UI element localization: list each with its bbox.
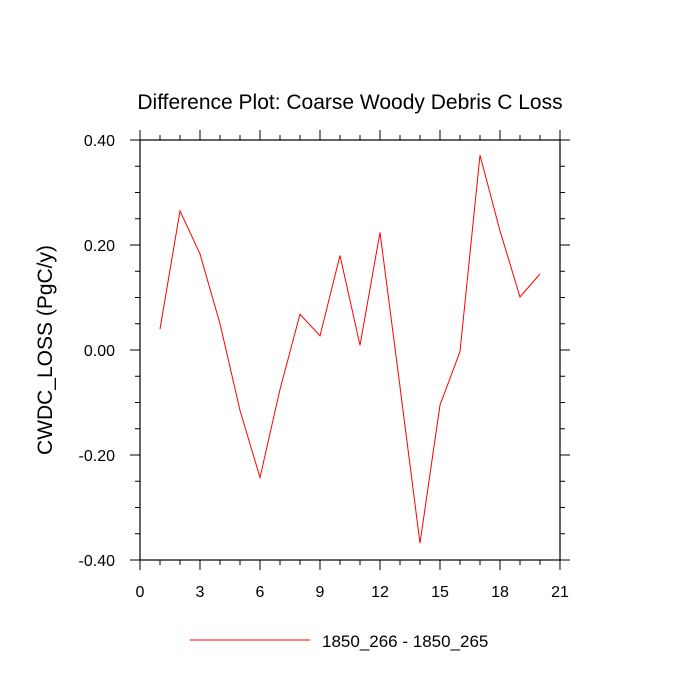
x-tick-label: 0 xyxy=(136,584,145,601)
x-tick-label: 6 xyxy=(256,584,265,601)
legend: 1850_266 - 1850_265 xyxy=(190,632,488,651)
axis-tick-labels: 0 3 6 9 12 15 18 21 -0.40 -0.20 0.00 0.20 0.40 xyxy=(79,133,569,601)
y-tick-label: -0.40 xyxy=(79,553,116,570)
y-tick-label: 0.20 xyxy=(84,238,115,255)
x-tick-label: 15 xyxy=(431,584,449,601)
axis-ticks xyxy=(130,130,570,570)
series-line-0 xyxy=(159,155,541,544)
y-axis-label: CWDC_LOSS (PgC/y) xyxy=(34,245,57,455)
plot-frame xyxy=(139,139,561,561)
x-tick-label: 9 xyxy=(316,584,325,601)
series-layer xyxy=(159,155,541,544)
x-tick-label: 18 xyxy=(491,584,509,601)
legend-label: 1850_266 - 1850_265 xyxy=(322,632,488,651)
y-tick-label: -0.20 xyxy=(79,448,116,465)
y-tick-label: 0.40 xyxy=(84,133,115,150)
x-tick-label: 12 xyxy=(371,584,389,601)
chart-title: Difference Plot: Coarse Woody Debris C L… xyxy=(137,91,562,114)
x-tick-label: 3 xyxy=(196,584,205,601)
y-tick-label: 0.00 xyxy=(84,343,115,360)
x-tick-label: 21 xyxy=(551,584,569,601)
